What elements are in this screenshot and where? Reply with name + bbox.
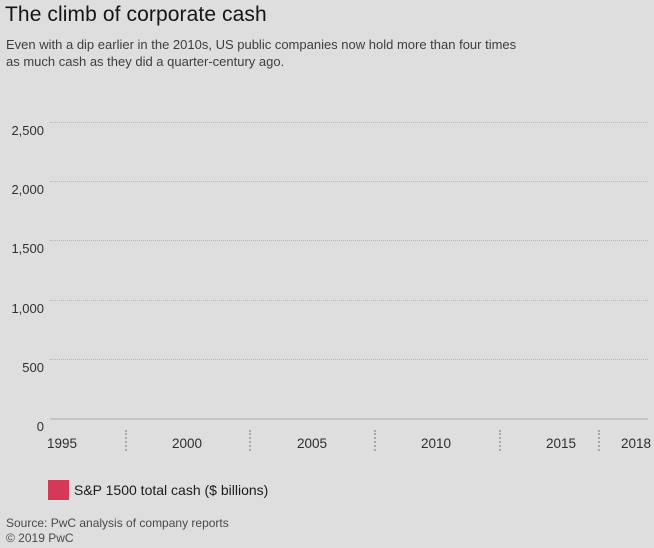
- chart-subtitle-line1: Even with a dip earlier in the 2010s, US…: [6, 37, 517, 52]
- y-gridline: [50, 181, 648, 182]
- y-gridline: [50, 240, 648, 241]
- x-tick-label: 2005: [296, 436, 328, 451]
- chart-subtitle: Even with a dip earlier in the 2010s, US…: [6, 37, 516, 70]
- y-tick-label: 1,000: [11, 301, 44, 316]
- legend-label: S&P 1500 total cash ($ billions): [74, 482, 269, 498]
- x-tick-label: 2018: [620, 436, 652, 451]
- source-note: Source: PwC analysis of company reports: [6, 516, 229, 530]
- x-tick-separator: [249, 430, 251, 451]
- y-gridline: [50, 300, 648, 301]
- x-tick-separator: [125, 430, 127, 451]
- y-tick-label: 500: [22, 360, 44, 375]
- x-tick-label: 2015: [545, 436, 577, 451]
- copyright-note: © 2019 PwC: [6, 531, 74, 545]
- chart-subtitle-line2: as much cash as they did a quarter-centu…: [6, 53, 285, 69]
- x-tick-separator: [598, 430, 600, 451]
- x-tick-label: 1995: [46, 436, 78, 451]
- y-gridline: [50, 359, 648, 360]
- x-tick-separator: [374, 430, 376, 451]
- y-tick-label: 0: [36, 419, 44, 434]
- chart-title: The climb of corporate cash: [5, 3, 267, 26]
- legend-swatch: [48, 480, 69, 500]
- x-tick-label: 2010: [420, 436, 452, 451]
- x-tick-separator: [499, 430, 501, 451]
- y-tick-label: 2,000: [11, 182, 44, 197]
- y-tick-label: 1,500: [11, 241, 44, 256]
- y-tick-label: 2,500: [11, 123, 44, 138]
- x-axis-baseline: [50, 418, 648, 420]
- x-tick-label: 2000: [171, 436, 203, 451]
- y-gridline: [50, 122, 648, 123]
